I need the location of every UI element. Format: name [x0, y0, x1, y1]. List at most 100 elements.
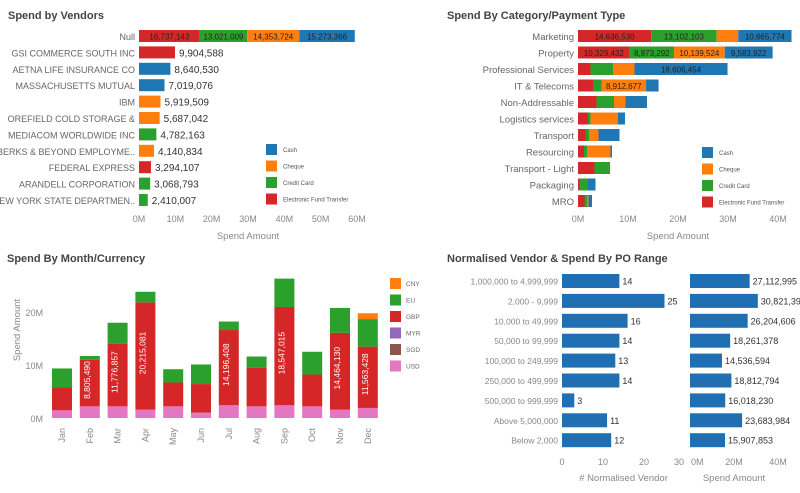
bar-segment-electronic-fund-transfer [578, 46, 630, 59]
data-label: 16,737,143 [149, 33, 190, 42]
bar [562, 413, 608, 428]
bar-segment-gbp [52, 387, 72, 411]
data-label: 5,687,042 [164, 114, 209, 125]
legend-label: Credit Card [719, 184, 750, 190]
legend-swatch-credit-card [266, 177, 277, 188]
data-label: 15,907,853 [728, 436, 773, 446]
x-tick-label: 40M [276, 214, 294, 224]
category-label: 2,000 - 9,999 [508, 296, 558, 306]
category-label: Transport [534, 131, 575, 142]
category-label: 50,000 to 99,999 [494, 336, 558, 346]
bar-segment-electronic-fund-transfer [578, 129, 586, 141]
legend-label: USD [406, 364, 420, 371]
legend-label: CNY [406, 281, 420, 288]
vendors-chart-title: Spend by Vendors [8, 10, 104, 22]
bar [562, 293, 665, 308]
x-tick-label: 40M [769, 457, 787, 467]
bar [562, 274, 620, 288]
data-label: 27,112,995 [753, 277, 797, 287]
data-label: 8,912,677 [606, 82, 642, 91]
bar-segment-credit-card [579, 178, 588, 191]
bar [690, 313, 748, 328]
bar-segment-electronic-fund-transfer [578, 96, 597, 108]
data-label: 14,353,724 [253, 33, 294, 42]
bar-segment-gbp [79, 359, 100, 407]
x-tick-label: Feb [85, 428, 95, 444]
bar [562, 353, 616, 368]
bar-segment-usd [52, 410, 72, 418]
x-axis-title: # Normalised Vendor [579, 473, 668, 484]
x-tick-label: Apr [140, 428, 150, 442]
bar-segment-cheque [247, 30, 300, 42]
bar-segment-cheque [139, 112, 160, 124]
bar-segment-usd [274, 405, 295, 418]
bar-segment-gbp [107, 343, 128, 407]
data-label: 5,919,509 [165, 98, 210, 109]
data-label: 11,563,428 [360, 353, 370, 395]
category-label: Resourcing [526, 148, 574, 159]
bar [562, 433, 612, 448]
bar-segment-eu [274, 278, 295, 307]
x-tick-label: May [168, 428, 178, 446]
legend-label: Electronic Fund Transfer [283, 198, 348, 204]
data-label: 14,464,130 [332, 347, 342, 390]
y-axis-title: Spend Amount [12, 298, 23, 361]
category-label: IT & Telecoms [514, 82, 574, 93]
bar-segment-usd [246, 406, 267, 418]
data-label: 14 [622, 336, 632, 346]
legend-label: Cash [283, 148, 297, 154]
category-label: Logistics services [500, 115, 575, 126]
bar-segment-credit-card [584, 195, 587, 207]
category-label: Property [538, 49, 574, 60]
x-tick-label: Mar [113, 428, 123, 444]
x-tick-label: Oct [307, 428, 317, 443]
bar [562, 313, 628, 328]
bar-segment-electronic-fund-transfer [578, 30, 652, 42]
x-tick-label: Jan [57, 428, 67, 443]
category-label: BERKS & BEYOND EMPLOYME.. [0, 147, 135, 157]
category-label: Packaging [530, 181, 574, 192]
legend-swatch-myr [390, 327, 401, 339]
data-label: 3,294,107 [155, 163, 200, 174]
bar-segment-cheque [139, 144, 155, 157]
x-tick-label: Aug [252, 428, 262, 444]
x-tick-label: 0 [559, 457, 564, 467]
x-axis-title: Spend Amount [703, 473, 766, 484]
x-tick-label: 20M [725, 457, 743, 467]
category-label: MASSACHUSETTS MUTUAL [15, 81, 135, 91]
bar-segment-gbp [302, 374, 323, 407]
data-label: 3,068,793 [154, 180, 199, 191]
bar [690, 293, 758, 308]
category-label: IBM [119, 98, 135, 108]
legend-label: Credit Card [283, 181, 314, 187]
bar-segment-usd [135, 409, 156, 418]
bar [690, 274, 750, 288]
data-label: 8,873,292 [634, 49, 670, 58]
legend-swatch-eu [390, 294, 401, 306]
data-label: 26,204,606 [751, 316, 796, 326]
category-label: Below 2,000 [511, 436, 558, 446]
bar-segment-eu [330, 307, 350, 333]
data-label: 8,805,490 [82, 361, 92, 399]
data-label: 11,776,857 [110, 351, 120, 393]
bar [690, 393, 726, 408]
bar-segment-credit-card [139, 128, 157, 141]
category-label: 10,000 to 49,999 [494, 316, 558, 326]
bar-segment-credit-card [593, 79, 602, 92]
x-tick-label: 30M [719, 214, 737, 224]
x-tick-label: Jul [224, 428, 234, 440]
bar-segment-cash [588, 178, 596, 191]
data-label: 15,273,366 [307, 33, 348, 42]
data-label: 13,102,103 [664, 33, 705, 42]
bar-segment-usd [107, 406, 128, 418]
bar-segment-electronic-fund-transfer [139, 30, 200, 42]
bar-segment-cash [139, 79, 165, 92]
bar-segment-cash [646, 79, 659, 92]
legend-swatch-cny [390, 278, 401, 289]
bar-segment-usd [163, 406, 184, 418]
bar-segment-cheque [716, 30, 739, 42]
bar-segment-credit-card [585, 129, 589, 141]
bar-segment-cash [625, 96, 647, 108]
category-label: MEDIACOM WORLDWIDE INC [8, 130, 135, 140]
